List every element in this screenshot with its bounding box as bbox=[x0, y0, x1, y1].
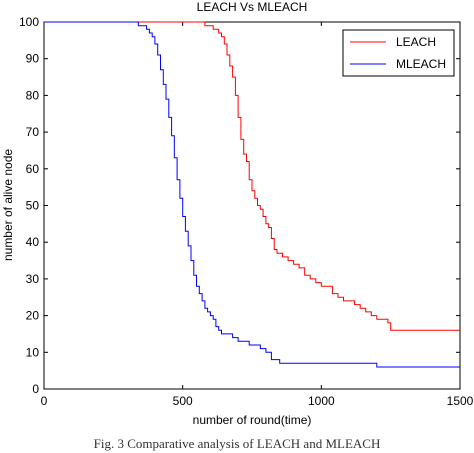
x-tick-label: 1500 bbox=[447, 394, 474, 408]
legend: LEACH MLEACH bbox=[342, 29, 455, 77]
figure-caption: Fig. 3 Comparative analysis of LEACH and… bbox=[93, 436, 381, 451]
y-tick-label: 50 bbox=[26, 199, 40, 213]
y-axis-label: number of alive node bbox=[1, 149, 15, 261]
legend-label-leach: LEACH bbox=[396, 35, 436, 49]
series-group bbox=[44, 21, 460, 368]
x-axis: 0 500 1000 1500 bbox=[41, 22, 474, 408]
series-line-mleach bbox=[44, 21, 460, 368]
y-axis: 0 10 20 30 40 50 60 70 80 90 100 bbox=[19, 15, 460, 396]
y-tick-label: 40 bbox=[26, 235, 40, 249]
plot-area bbox=[43, 21, 461, 390]
y-tick-label: 80 bbox=[26, 88, 40, 102]
y-tick-label: 100 bbox=[19, 15, 39, 29]
legend-box bbox=[342, 29, 455, 77]
y-tick-label: 90 bbox=[26, 52, 40, 66]
y-tick-label: 20 bbox=[26, 309, 40, 323]
y-tick-label: 70 bbox=[26, 125, 40, 139]
legend-label-mleach: MLEACH bbox=[396, 57, 446, 71]
y-tick-label: 30 bbox=[26, 272, 40, 286]
chart-title: LEACH Vs MLEACH bbox=[197, 0, 308, 14]
y-tick-label: 10 bbox=[26, 345, 40, 359]
series-line-leach bbox=[44, 21, 460, 331]
x-axis-label: number of round(time) bbox=[193, 413, 312, 427]
line-chart: LEACH Vs MLEACH 0 500 1000 1500 0 10 20 30 40 50… bbox=[1, 0, 474, 427]
y-tick-label: 60 bbox=[26, 162, 40, 176]
x-tick-label: 500 bbox=[173, 394, 193, 408]
x-tick-label: 0 bbox=[41, 394, 48, 408]
x-tick-label: 1000 bbox=[308, 394, 335, 408]
y-tick-label: 0 bbox=[32, 382, 39, 396]
